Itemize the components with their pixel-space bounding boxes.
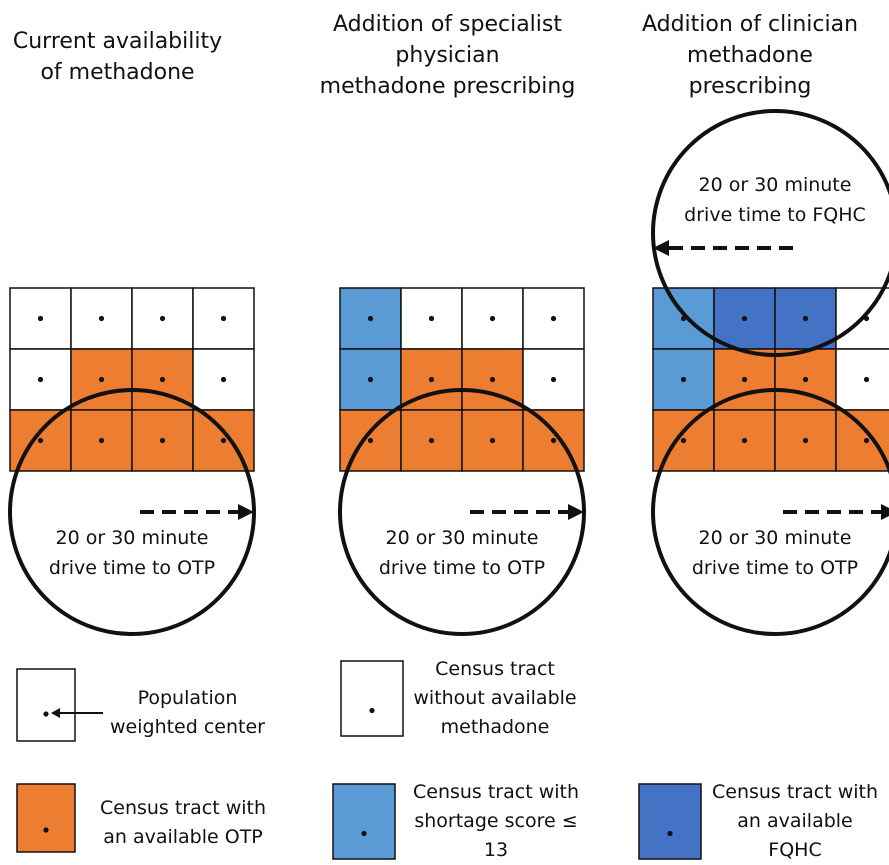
population-center-dot	[428, 437, 435, 444]
otp-circle-label: drive time to OTP	[692, 557, 858, 579]
panel-title-current: Current availability of methadone	[12, 29, 223, 85]
legend-swatch	[340, 660, 404, 737]
population-center-dot	[220, 376, 227, 383]
population-center-dot	[37, 437, 44, 444]
census-tract-cell	[835, 348, 889, 411]
legend-swatch	[16, 668, 76, 742]
population-center-dot	[98, 437, 105, 444]
population-center-dot	[802, 315, 809, 322]
population-center-dot	[428, 315, 435, 322]
legend-swatch	[16, 783, 76, 853]
fqhc-circle-label: drive time to FQHC	[684, 204, 866, 226]
population-center-dot	[37, 315, 44, 322]
population-center-dot	[489, 315, 496, 322]
population-center-dot	[98, 315, 105, 322]
population-center-dot	[159, 315, 166, 322]
legend-text-no-methadone: Census tract without available methadone	[413, 658, 577, 738]
otp-drive-time-circle	[651, 388, 889, 636]
population-center-dot	[550, 376, 557, 383]
population-center-dot	[802, 376, 809, 383]
population-center-dot	[428, 376, 435, 383]
fqhc-circle-label: 20 or 30 minute	[699, 174, 852, 196]
population-center-dot	[741, 437, 748, 444]
otp-circle-label: drive time to OTP	[379, 557, 545, 579]
legend-center-dot	[43, 827, 49, 833]
population-center-dot	[741, 315, 748, 322]
panel-1: 20 or 30 minute drive time to OTP	[338, 287, 586, 636]
population-center-dot	[550, 315, 557, 322]
population-center-dot	[367, 437, 374, 444]
legend-center-dot	[361, 830, 367, 837]
population-center-dot	[489, 376, 496, 383]
legend-text-otp: Census tract with an available OTP	[99, 797, 267, 848]
fqhc-drive-time-circle	[651, 109, 889, 357]
population-center-dot	[367, 315, 374, 322]
otp-radius-arrowhead	[238, 504, 254, 520]
population-center-dot	[741, 376, 748, 383]
population-center-dot	[550, 437, 557, 444]
otp-circle-label: 20 or 30 minute	[699, 527, 852, 549]
otp-circle-label: 20 or 30 minute	[56, 527, 209, 549]
panel-2: 20 or 30 minute drive time to OTP 20 or 30…	[651, 109, 889, 636]
legend-swatch	[638, 783, 702, 860]
legend-swatch	[332, 783, 396, 860]
panel-0: 20 or 30 minute drive time to OTP	[8, 287, 256, 636]
population-center-dot	[98, 376, 105, 383]
population-center-dot	[489, 437, 496, 444]
population-center-dot	[159, 437, 166, 444]
legend-center-dot	[369, 707, 375, 714]
population-center-dot	[863, 376, 870, 383]
population-center-dot	[159, 376, 166, 383]
legend-center-dot	[43, 711, 49, 717]
legend-pointer-arrowhead	[51, 708, 60, 718]
population-center-dot	[863, 437, 870, 444]
fqhc-radius-arrowhead	[653, 240, 669, 256]
census-tract-cell	[835, 409, 889, 472]
population-center-dot	[680, 437, 687, 444]
population-center-dot	[220, 437, 227, 444]
population-center-dot	[367, 376, 374, 383]
population-center-dot	[802, 437, 809, 444]
otp-circle-label: 20 or 30 minute	[386, 527, 539, 549]
legend-center-dot	[667, 830, 673, 837]
population-center-dot	[37, 376, 44, 383]
otp-radius-arrowhead	[881, 504, 889, 520]
legend-text-fqhc: Census tract with an available FQHC	[711, 781, 879, 861]
population-center-dot	[680, 376, 687, 383]
legend-text-shortage: Census tract with shortage score ≤ 13	[412, 781, 580, 861]
otp-circle-label: drive time to OTP	[49, 557, 215, 579]
legend-text-population-center: Population weighted center	[110, 687, 265, 738]
otp-radius-arrowhead	[568, 504, 584, 520]
panel-title-specialist: Addition of specialist physician methado…	[319, 12, 576, 99]
panel-title-clinician: Addition of clinician methadone prescrib…	[641, 12, 859, 99]
population-center-dot	[220, 315, 227, 322]
